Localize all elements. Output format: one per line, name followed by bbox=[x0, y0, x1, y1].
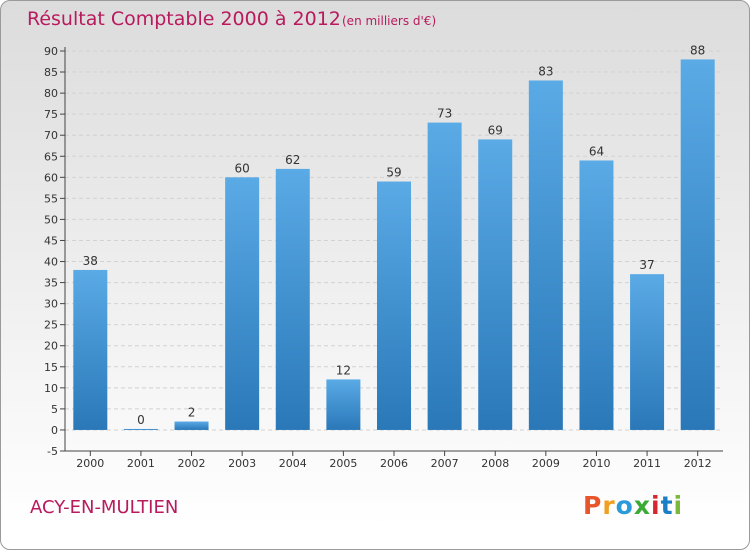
x-tick-label-2006: 2006 bbox=[380, 457, 408, 470]
axes bbox=[60, 47, 723, 456]
chart-title: Résultat Comptable 2000 à 2012 bbox=[27, 8, 341, 30]
bar-2009 bbox=[528, 80, 563, 430]
y-tick-label: 45 bbox=[44, 234, 58, 247]
bar-2010 bbox=[579, 160, 614, 430]
y-tick-label: 5 bbox=[51, 403, 58, 416]
tick-labels: -505101520253035404550556065707580859038… bbox=[44, 43, 712, 470]
logo-letter: i bbox=[651, 491, 661, 520]
value-label-2007: 73 bbox=[437, 107, 452, 121]
bar-2007 bbox=[427, 122, 462, 430]
y-tick-label: 65 bbox=[44, 150, 58, 163]
y-tick-label: 70 bbox=[44, 129, 58, 142]
x-tick-label-2008: 2008 bbox=[481, 457, 509, 470]
value-label-2005: 12 bbox=[336, 363, 351, 377]
y-tick-label: 55 bbox=[44, 192, 58, 205]
commune-name: ACY-EN-MULTIEN bbox=[30, 497, 179, 518]
bar-2004 bbox=[275, 168, 310, 430]
y-tick-label: 25 bbox=[44, 319, 58, 332]
bar-2008 bbox=[478, 139, 513, 430]
y-tick-label: 80 bbox=[44, 87, 58, 100]
y-tick-label: 15 bbox=[44, 361, 58, 374]
value-label-2011: 37 bbox=[639, 258, 654, 272]
y-tick-label: -5 bbox=[47, 445, 58, 458]
bars bbox=[73, 59, 715, 430]
x-tick-label-2009: 2009 bbox=[532, 457, 560, 470]
x-tick-label-2001: 2001 bbox=[127, 457, 155, 470]
logo-letter: P bbox=[583, 491, 603, 520]
bar-2002 bbox=[174, 421, 209, 430]
x-tick-label-2000: 2000 bbox=[76, 457, 104, 470]
value-label-2001: 0 bbox=[137, 413, 145, 427]
logo-letter: o bbox=[615, 491, 634, 520]
y-tick-label: 60 bbox=[44, 171, 58, 184]
x-tick-label-2012: 2012 bbox=[684, 457, 712, 470]
value-label-2000: 38 bbox=[83, 254, 98, 268]
value-label-2009: 83 bbox=[538, 64, 553, 78]
value-label-2006: 59 bbox=[386, 166, 401, 180]
y-tick-label: 50 bbox=[44, 213, 58, 226]
bar-2000 bbox=[73, 269, 108, 430]
x-tick-label-2010: 2010 bbox=[582, 457, 610, 470]
y-tick-label: 90 bbox=[44, 45, 58, 58]
y-tick-label: 20 bbox=[44, 340, 58, 353]
y-tick-label: 35 bbox=[44, 277, 58, 290]
value-label-2012: 88 bbox=[690, 43, 705, 57]
y-tick-label: 0 bbox=[51, 424, 58, 437]
chart-subtitle: (en milliers d'€) bbox=[342, 14, 437, 28]
y-tick-label: 75 bbox=[44, 108, 58, 121]
x-tick-label-2007: 2007 bbox=[431, 457, 459, 470]
proxiti-logo: Proxiti bbox=[583, 491, 683, 520]
value-label-2002: 2 bbox=[188, 406, 196, 420]
x-tick-label-2004: 2004 bbox=[279, 457, 307, 470]
logo-letter: x bbox=[633, 491, 651, 520]
x-tick-label-2011: 2011 bbox=[633, 457, 661, 470]
value-label-2010: 64 bbox=[589, 144, 604, 158]
y-tick-label: 40 bbox=[44, 256, 58, 269]
y-tick-label: 10 bbox=[44, 382, 58, 395]
bar-2012 bbox=[680, 59, 715, 430]
bar-2003 bbox=[225, 177, 260, 430]
value-label-2008: 69 bbox=[488, 123, 503, 137]
bar-2006 bbox=[377, 181, 411, 430]
value-label-2004: 62 bbox=[285, 153, 300, 167]
logo-letter: r bbox=[602, 491, 616, 520]
logo-letter: i bbox=[673, 491, 684, 520]
y-tick-label: 30 bbox=[44, 298, 58, 311]
x-tick-label-2005: 2005 bbox=[329, 457, 357, 470]
bar-2011 bbox=[630, 274, 665, 430]
value-label-2003: 60 bbox=[235, 161, 250, 175]
bar-2001 bbox=[123, 428, 158, 430]
logo-letter: t bbox=[660, 491, 674, 520]
y-tick-label: 85 bbox=[44, 66, 58, 79]
x-tick-label-2002: 2002 bbox=[178, 457, 206, 470]
x-tick-label-2003: 2003 bbox=[228, 457, 256, 470]
bar-2005 bbox=[326, 379, 361, 430]
